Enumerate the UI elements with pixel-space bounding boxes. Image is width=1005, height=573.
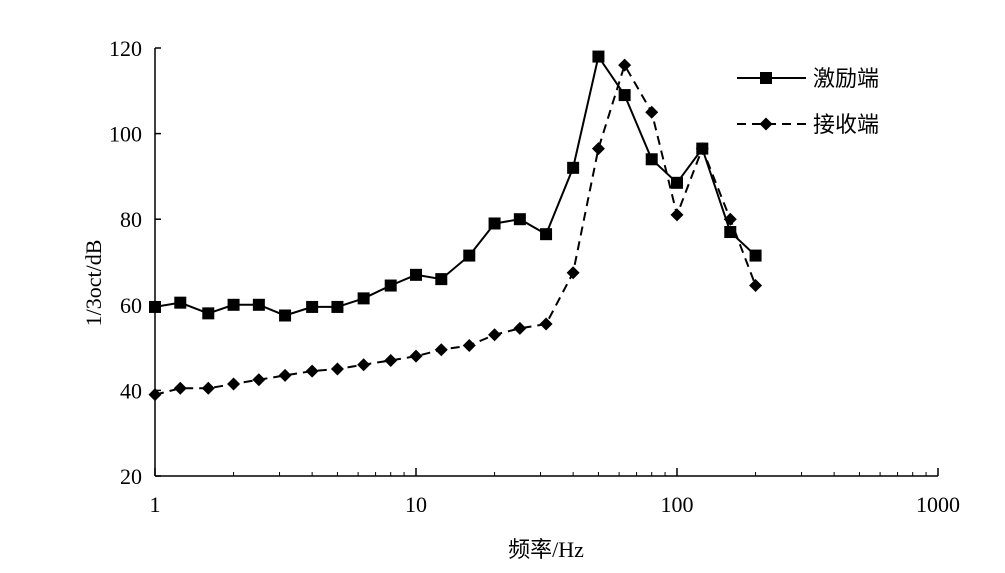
series-2-point [384,353,398,367]
series-2-point [695,142,709,156]
series-1-point [724,226,737,239]
x-tick-label: 1000 [916,492,960,517]
series-2 [148,58,763,402]
legend-marker-1 [760,72,772,84]
series-1-point [488,217,501,230]
x-tick-label: 1 [150,492,161,517]
series-2-point [227,377,241,391]
series-2-point [566,266,580,280]
series-1-point [331,300,344,313]
series-2-point [749,279,763,293]
y-tick-label: 100 [109,122,142,147]
series-1-point [252,298,265,311]
series-1-point [618,89,631,102]
x-tick-label: 10 [405,492,427,517]
series-2-point [278,368,292,382]
series-2-point [670,208,684,222]
series-1-point [567,161,580,174]
series-1-point [435,273,448,286]
y-tick-label: 60 [120,293,142,318]
y-tick-label: 120 [109,36,142,61]
y-tick-label: 40 [120,378,142,403]
y-tick-label: 20 [120,464,142,489]
y-tick-label: 80 [120,207,142,232]
series-1-point [202,307,215,320]
series-2-point [591,142,605,156]
series-1-point [592,50,605,63]
series-2-point [330,362,344,376]
series-1-point [357,292,370,305]
series-1-point [384,279,397,292]
series-2-point [357,358,371,372]
series-2-point [201,381,215,395]
series-2-point [513,321,527,335]
legend-marker-2 [759,117,773,131]
series-2-point [409,349,423,363]
series-1-point [463,249,476,262]
series-2-point [305,364,319,378]
series-1-point [227,298,240,311]
series-1-point [306,300,319,313]
series-1-point [149,300,161,313]
legend-label-1: 激励端 [813,66,879,91]
series-2-point [618,58,632,72]
y-axis-title: 1/3oct/dB [81,240,106,327]
series-2-point [539,317,553,331]
series-2-point [173,381,187,395]
x-tick-label: 100 [661,492,694,517]
series-1-line [154,54,757,317]
series-1-point [671,176,683,189]
series-1-point [174,296,187,309]
series-1-point [749,249,762,262]
series-2-point [488,328,502,342]
series-2-point [434,343,448,357]
series-1-point [279,309,292,322]
series-1 [149,50,762,322]
series-1-point [540,228,553,241]
series-2-point [645,105,659,119]
series-2-line [154,62,757,396]
series-2-point [252,373,266,387]
series-2-point [462,338,476,352]
series-layer [148,50,763,402]
series-1-point [645,153,658,166]
legend-label-2: 接收端 [813,112,879,137]
series-1-point [410,268,422,281]
series-1-point [513,213,526,226]
series-2-point [148,388,162,402]
series-2-point [723,212,737,226]
x-axis-title: 频率/Hz [508,537,584,562]
